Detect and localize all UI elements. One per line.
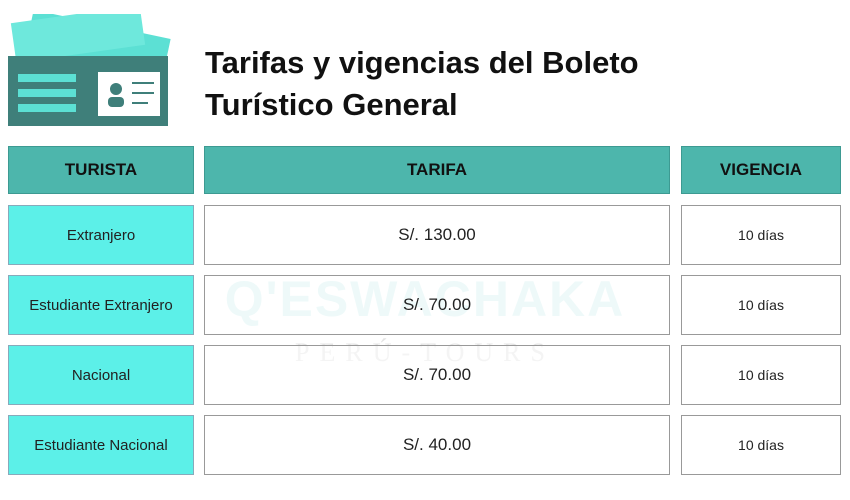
tourist-cell: Estudiante Extranjero	[8, 275, 194, 335]
column-header: TARIFA	[204, 146, 670, 194]
column-header: VIGENCIA	[681, 146, 841, 194]
tourist-cell: Estudiante Nacional	[8, 415, 194, 475]
ticket-icon	[8, 14, 171, 126]
fare-cell: S/. 40.00	[204, 415, 670, 475]
validity-cell: 10 días	[681, 205, 841, 265]
title: Tarifas y vigencias del Boleto Turístico…	[205, 45, 639, 122]
validity-cell: 10 días	[681, 415, 841, 475]
tourist-cell: Nacional	[8, 345, 194, 405]
validity-cell: 10 días	[681, 275, 841, 335]
fare-cell: S/. 130.00	[204, 205, 670, 265]
tourist-cell: Extranjero	[8, 205, 194, 265]
fare-cell: S/. 70.00	[204, 345, 670, 405]
fare-cell: S/. 70.00	[204, 275, 670, 335]
column-header: TURISTA	[8, 146, 194, 194]
validity-cell: 10 días	[681, 345, 841, 405]
